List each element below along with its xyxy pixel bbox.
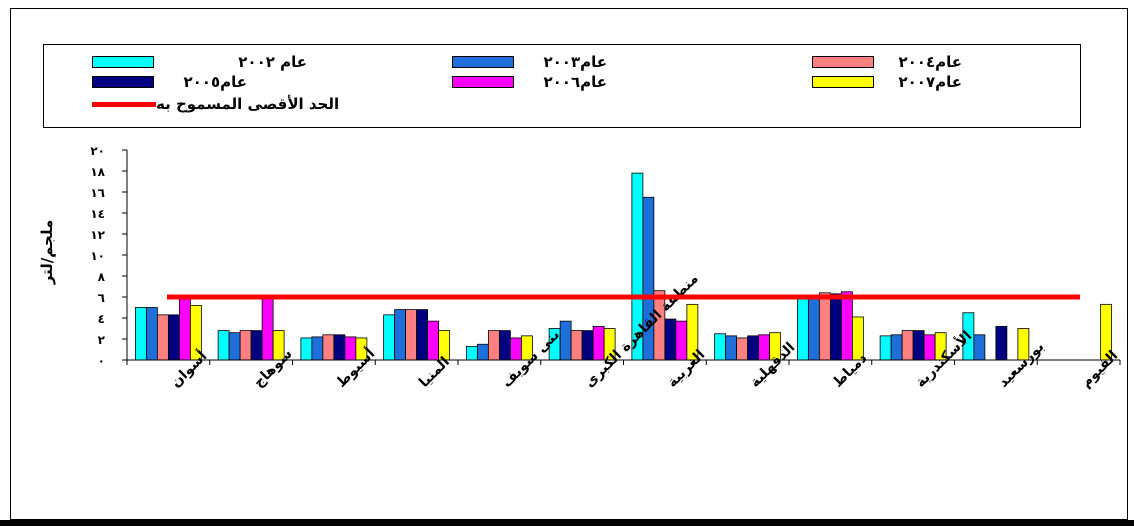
bar-s4-c5 <box>592 325 605 361</box>
bar-s0-c4 <box>465 345 478 361</box>
legend-label-2007: عام٢٠٠٧ <box>898 73 963 91</box>
bar-s3-c2 <box>333 334 346 361</box>
legend-item-2005: عام٢٠٠٥ <box>92 73 307 91</box>
y-tick-label: ٦ <box>98 291 105 305</box>
bar-s0-c9 <box>879 335 892 361</box>
y-tick-label: ٤ <box>98 312 105 326</box>
bar-s4-c7 <box>758 334 771 361</box>
y-tick-label: ٨ <box>98 270 106 284</box>
bar-s3-c4 <box>498 330 511 361</box>
chart-legend: عام ٢٠٠٢ عام٢٠٠٣ عام٢٠٠٤ عام٢٠٠٥ عام٢٠٠٦… <box>43 44 1081 128</box>
bar-s4-c0 <box>178 296 191 361</box>
bar-s2-c3 <box>405 309 418 361</box>
bar-s2-c1 <box>239 330 252 361</box>
bar-s3-c0 <box>167 314 180 361</box>
bar-s2-c4 <box>487 330 500 361</box>
bar-s0-c3 <box>383 314 396 361</box>
y-tick-label: ١٠ <box>90 249 105 263</box>
bar-s1-c8 <box>807 296 820 361</box>
bar-s0-c7 <box>714 333 727 361</box>
legend-line-limit <box>92 102 156 107</box>
bar-s1-c2 <box>311 336 324 361</box>
bar-s3-c9 <box>912 330 925 361</box>
bar-s4-c9 <box>923 334 936 361</box>
bar-s0-c2 <box>300 337 313 361</box>
bottom-rule <box>0 520 1134 526</box>
bar-s1-c4 <box>476 343 489 361</box>
bar-s0-c0 <box>134 307 147 361</box>
bar-s2-c2 <box>322 334 335 361</box>
bar-s4-c4 <box>509 337 522 361</box>
bar-s4-c6 <box>675 320 688 361</box>
bar-s3-c8 <box>829 293 842 361</box>
bar-s3-c5 <box>581 330 594 361</box>
legend-label-2006: عام٢٠٠٦ <box>543 73 608 91</box>
bar-s1-c10 <box>973 334 986 361</box>
bar-s2-c5 <box>570 330 583 361</box>
bar-s3-c1 <box>250 330 263 361</box>
bar-s0-c8 <box>796 296 809 361</box>
y-tick-label: ٢٠ <box>90 144 105 158</box>
y-tick-label: ١٢ <box>90 228 105 242</box>
legend-item-2003: عام٢٠٠٣ <box>452 53 667 71</box>
bar-s1-c7 <box>725 335 738 361</box>
y-tick-label: ١٦ <box>90 186 105 200</box>
legend-item-limit: الحد الأقصى المسموح به <box>92 95 392 113</box>
bar-s1-c9 <box>890 334 903 361</box>
bar-s0-c1 <box>217 330 230 361</box>
bar-s1-c1 <box>228 332 241 361</box>
legend-label-2002: عام ٢٠٠٢ <box>238 53 307 71</box>
legend-swatch-2003 <box>452 56 514 68</box>
legend-label-limit: الحد الأقصى المسموح به <box>156 95 340 113</box>
bar-s1-c3 <box>394 309 407 361</box>
y-tick-label: ١٤ <box>90 207 105 221</box>
legend-swatch-2005 <box>92 76 154 88</box>
bar-s3-c7 <box>747 335 760 361</box>
legend-swatch-2007 <box>812 76 874 88</box>
legend-item-2004: عام٢٠٠٤ <box>812 53 962 71</box>
legend-swatch-2006 <box>452 76 514 88</box>
bar-s3-c3 <box>416 309 429 361</box>
bar-s2-c7 <box>736 337 749 361</box>
bar-s2-c8 <box>818 292 831 361</box>
legend-swatch-2002 <box>92 56 154 68</box>
bar-s1-c5 <box>559 320 572 361</box>
legend-item-2002: عام ٢٠٠٢ <box>92 53 307 71</box>
x-tick-label: الفيوم <box>1078 348 1121 391</box>
bar-s4-c1 <box>261 296 274 361</box>
y-axis-label: ملجم/لتر <box>38 220 56 286</box>
bar-s2-c9 <box>901 330 914 361</box>
bar-s4-c2 <box>344 336 357 361</box>
y-tick-label: ٠ <box>98 354 105 368</box>
legend-label-2003: عام٢٠٠٣ <box>543 53 608 71</box>
legend-label-2005: عام٢٠٠٥ <box>183 73 248 91</box>
y-tick-label: ٢ <box>98 333 106 347</box>
bar-s1-c0 <box>145 307 158 361</box>
bar-s3-c6 <box>664 318 677 361</box>
bar-s3-c10 <box>995 325 1008 361</box>
bar-s4-c3 <box>427 320 440 361</box>
legend-item-2006: عام٢٠٠٦ <box>452 73 667 91</box>
legend-swatch-2004 <box>812 56 874 68</box>
legend-item-2007: عام٢٠٠٧ <box>812 73 962 91</box>
bar-s2-c0 <box>156 314 169 361</box>
y-tick-label: ١٨ <box>90 165 105 179</box>
legend-label-2004: عام٢٠٠٤ <box>898 53 963 71</box>
bar-s4-c8 <box>840 291 853 361</box>
